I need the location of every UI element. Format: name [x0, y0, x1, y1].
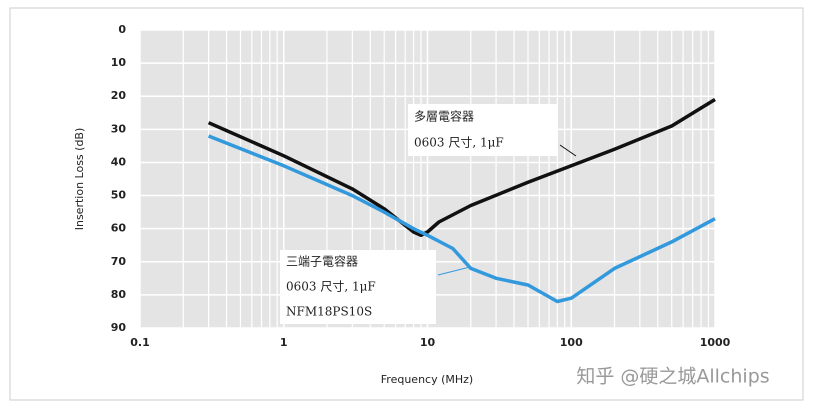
- y-tick-label: 60: [111, 222, 127, 235]
- leader-line: [559, 144, 577, 157]
- x-tick-label: 10: [420, 336, 436, 349]
- annotation: NFM18PS10S: [286, 305, 372, 319]
- y-tick-label: 20: [111, 89, 127, 102]
- annotation-box: [280, 250, 436, 324]
- series-line: [207, 134, 716, 304]
- y-tick-label: 10: [111, 56, 127, 69]
- y-tick-label: 40: [111, 155, 127, 168]
- y-tick-label: 50: [111, 189, 127, 202]
- x-tick-label: 0.1: [130, 336, 150, 349]
- x-tick-label: 1: [280, 336, 288, 349]
- watermark: 知乎 @硬之城Allchips: [576, 366, 769, 388]
- annotation: 0603 尺寸, 1μF: [286, 280, 376, 294]
- y-tick-label: 70: [111, 255, 127, 268]
- x-tick-label: 1000: [700, 336, 731, 349]
- y-axis-label: Insertion Loss (dB): [73, 128, 86, 231]
- y-tick-label: 90: [111, 321, 127, 334]
- annotation-box: [408, 104, 558, 156]
- y-tick-label: 0: [118, 23, 126, 36]
- annotation: 0603 尺寸, 1μF: [414, 136, 504, 150]
- annotation: 多層電容器: [414, 109, 474, 124]
- y-tick-label: 30: [111, 122, 127, 135]
- annotation: 三端子電容器: [286, 254, 358, 269]
- x-tick-label: 100: [560, 336, 583, 349]
- x-axis-label: Frequency (MHz): [381, 373, 473, 386]
- series-line: [207, 98, 716, 238]
- leader-line: [437, 266, 471, 276]
- y-tick-label: 80: [111, 288, 127, 301]
